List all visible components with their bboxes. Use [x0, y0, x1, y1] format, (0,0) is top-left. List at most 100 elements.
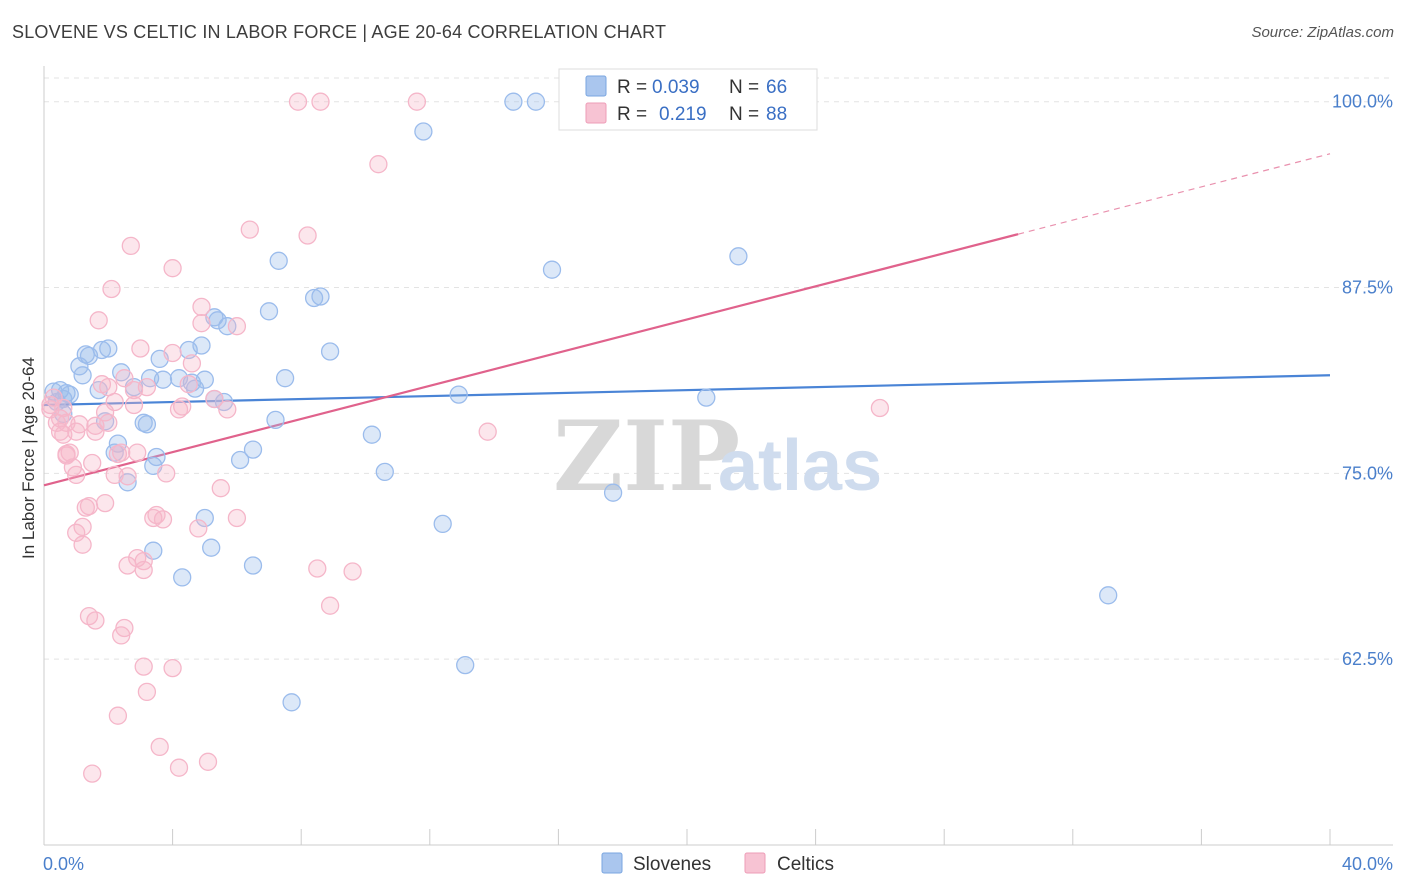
trend-line-celtics [43, 233, 1019, 487]
bottom-legend-swatch-slovenes [601, 852, 623, 874]
chart-title: SLOVENE VS CELTIC IN LABOR FORCE | AGE 2… [12, 22, 667, 42]
data-point-celtics [83, 764, 102, 783]
y-tick-label: 62.5% [1342, 649, 1393, 669]
data-point-slovenes [243, 440, 263, 459]
data-point-celtics [153, 510, 173, 529]
legend-n-label-slovenes: N = [729, 77, 759, 98]
data-point-celtics [54, 398, 73, 418]
trend-line-extension-celtics [1017, 153, 1331, 235]
data-point-slovenes [266, 410, 285, 430]
data-point-slovenes [729, 247, 748, 266]
data-point-slovenes [375, 462, 394, 482]
series-celtics [41, 92, 890, 783]
data-point-celtics [86, 422, 105, 441]
data-point-celtics [163, 259, 182, 278]
data-point-celtics [298, 226, 317, 245]
data-point-slovenes [243, 556, 263, 575]
data-point-celtics [121, 236, 140, 256]
data-point-celtics [198, 752, 218, 771]
data-point-slovenes [362, 425, 382, 444]
data-point-slovenes [73, 366, 92, 385]
data-point-slovenes [269, 251, 288, 270]
data-point-slovenes [526, 92, 546, 111]
data-point-celtics [157, 464, 176, 483]
data-point-celtics [128, 443, 147, 462]
data-point-celtics [137, 682, 157, 702]
legend-r-label-celtics: R = [617, 104, 647, 125]
series-legend: Slovenes Celtics [601, 852, 834, 875]
data-point-celtics [134, 560, 153, 580]
data-point-slovenes [99, 339, 118, 358]
data-point-celtics [150, 737, 169, 757]
watermark-zip: ZIP [553, 400, 740, 513]
data-point-celtics [57, 446, 76, 465]
tick-labels: 62.5% 75.0% 87.5% 100.0% 0.0% 40.0% [43, 92, 1393, 874]
data-point-celtics [407, 92, 427, 111]
data-point-celtics [105, 392, 124, 412]
data-point-celtics [108, 706, 128, 725]
data-point-slovenes [456, 655, 475, 675]
data-point-slovenes [147, 447, 166, 467]
data-point-slovenes [542, 260, 562, 279]
bottom-legend-slovenes: Slovenes [633, 854, 711, 875]
data-point-celtics [478, 422, 497, 441]
x-tick-label-max: 40.0% [1342, 854, 1393, 874]
watermark-atlas: atlas [718, 426, 882, 506]
data-point-celtics [311, 92, 330, 111]
trend-lines [43, 153, 1331, 487]
data-point-celtics [89, 311, 108, 330]
trend-line-slovenes [43, 374, 1331, 407]
data-point-slovenes [282, 693, 301, 712]
data-point-celtics [115, 618, 134, 638]
x-tick-label-min: 0.0% [43, 854, 84, 874]
correlation-legend: R = 0.039 N = 66 R = 0.219 N = 88 [558, 68, 818, 131]
legend-r-label-slovenes: R = [617, 77, 647, 98]
data-point-celtics [67, 523, 86, 542]
y-tick-label: 87.5% [1342, 278, 1393, 298]
grid-lines [44, 77, 1393, 660]
bottom-legend-swatch-celtics [744, 852, 766, 874]
data-points [41, 92, 1118, 783]
legend-r-value-slovenes: 0.039 [652, 77, 700, 98]
data-point-slovenes [311, 287, 330, 306]
data-point-celtics [343, 562, 362, 581]
data-point-celtics [118, 467, 137, 486]
data-point-slovenes [414, 122, 433, 141]
data-point-celtics [211, 479, 230, 498]
data-point-celtics [163, 658, 182, 678]
legend-n-label-celtics: N = [729, 104, 759, 125]
data-point-celtics [182, 354, 202, 373]
source-label: Source: ZipAtlas.com [1251, 24, 1394, 41]
data-point-slovenes [137, 415, 157, 434]
y-tick-label: 100.0% [1332, 92, 1393, 112]
data-point-slovenes [433, 514, 452, 534]
data-point-celtics [131, 339, 150, 358]
data-point-celtics [189, 519, 208, 538]
data-point-slovenes [153, 370, 173, 389]
data-point-celtics [67, 465, 86, 485]
data-point-celtics [79, 496, 99, 516]
data-point-celtics [163, 343, 182, 363]
data-point-celtics [218, 400, 237, 419]
data-point-slovenes [275, 369, 295, 388]
data-point-slovenes [192, 336, 211, 355]
data-point-celtics [124, 395, 144, 415]
data-point-celtics [227, 508, 247, 528]
data-point-slovenes [449, 385, 468, 404]
data-point-celtics [137, 377, 157, 397]
legend-swatch-celtics [585, 102, 607, 124]
data-point-celtics [134, 657, 153, 676]
data-point-celtics [870, 398, 890, 418]
legend-n-value-celtics: 88 [766, 104, 787, 125]
legend-swatch-slovenes [585, 75, 607, 97]
axes [43, 66, 1393, 846]
data-point-celtics [192, 297, 211, 317]
data-point-celtics [99, 413, 118, 432]
data-point-celtics [192, 314, 211, 333]
data-point-celtics [179, 375, 198, 394]
data-point-slovenes [1099, 586, 1118, 605]
data-point-slovenes [603, 483, 623, 502]
data-point-slovenes [173, 568, 192, 587]
data-point-slovenes [195, 508, 214, 528]
